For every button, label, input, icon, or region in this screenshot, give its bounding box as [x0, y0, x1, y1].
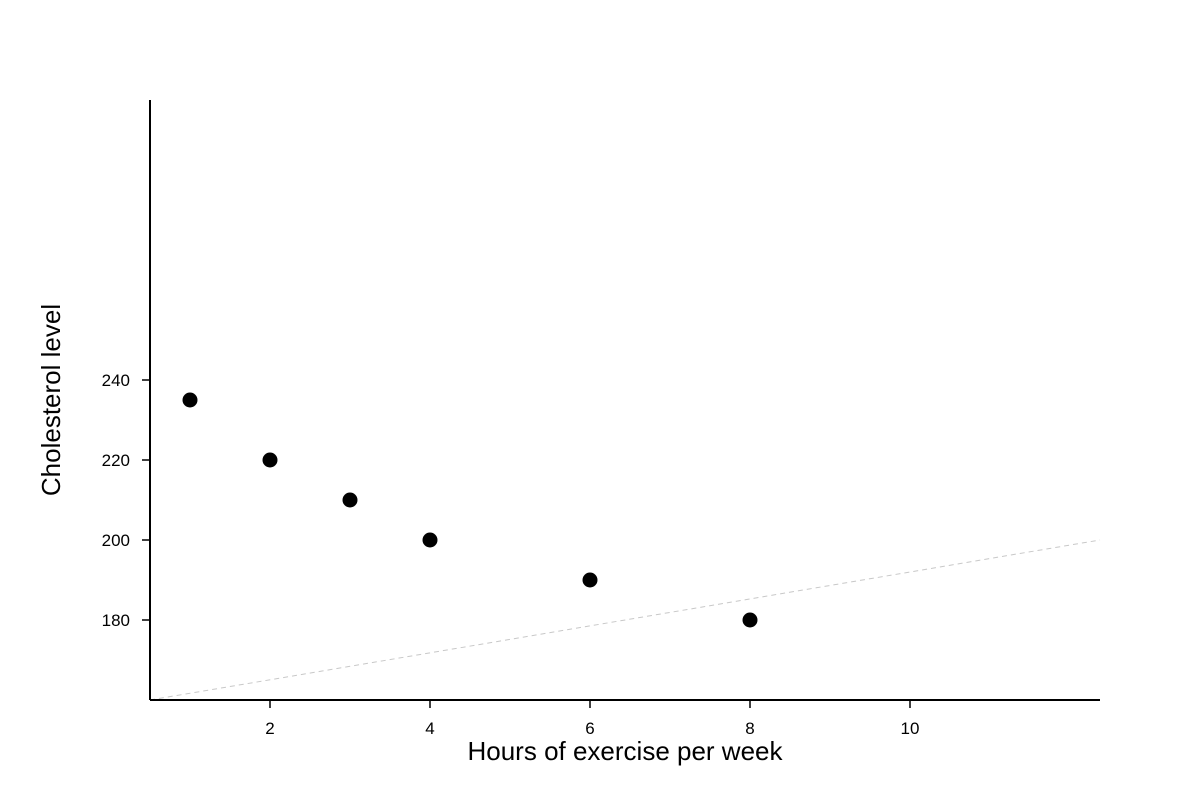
y-axis-ticks: 180 200 220 240 — [102, 371, 150, 630]
data-point — [342, 492, 358, 508]
y-tick-label: 240 — [102, 371, 130, 390]
data-point — [582, 572, 598, 588]
data-points — [182, 392, 758, 628]
x-axis-title: Hours of exercise per week — [467, 736, 783, 766]
data-point — [742, 612, 758, 628]
reference-line — [149, 539, 1101, 701]
x-tick-label: 8 — [745, 719, 754, 738]
y-tick-label: 180 — [102, 611, 130, 630]
y-tick-label: 220 — [102, 451, 130, 470]
y-axis-title: Cholesterol level — [36, 304, 66, 496]
x-tick-label: 2 — [265, 719, 274, 738]
y-tick-label: 200 — [102, 531, 130, 550]
reference-line-layer — [149, 539, 1101, 701]
data-point — [422, 532, 438, 548]
x-tick-label: 4 — [425, 719, 434, 738]
data-point — [262, 452, 278, 468]
x-tick-label: 10 — [901, 719, 920, 738]
x-axis-ticks: 2 4 6 8 10 — [265, 700, 919, 738]
x-tick-label: 6 — [585, 719, 594, 738]
data-point — [182, 392, 198, 408]
